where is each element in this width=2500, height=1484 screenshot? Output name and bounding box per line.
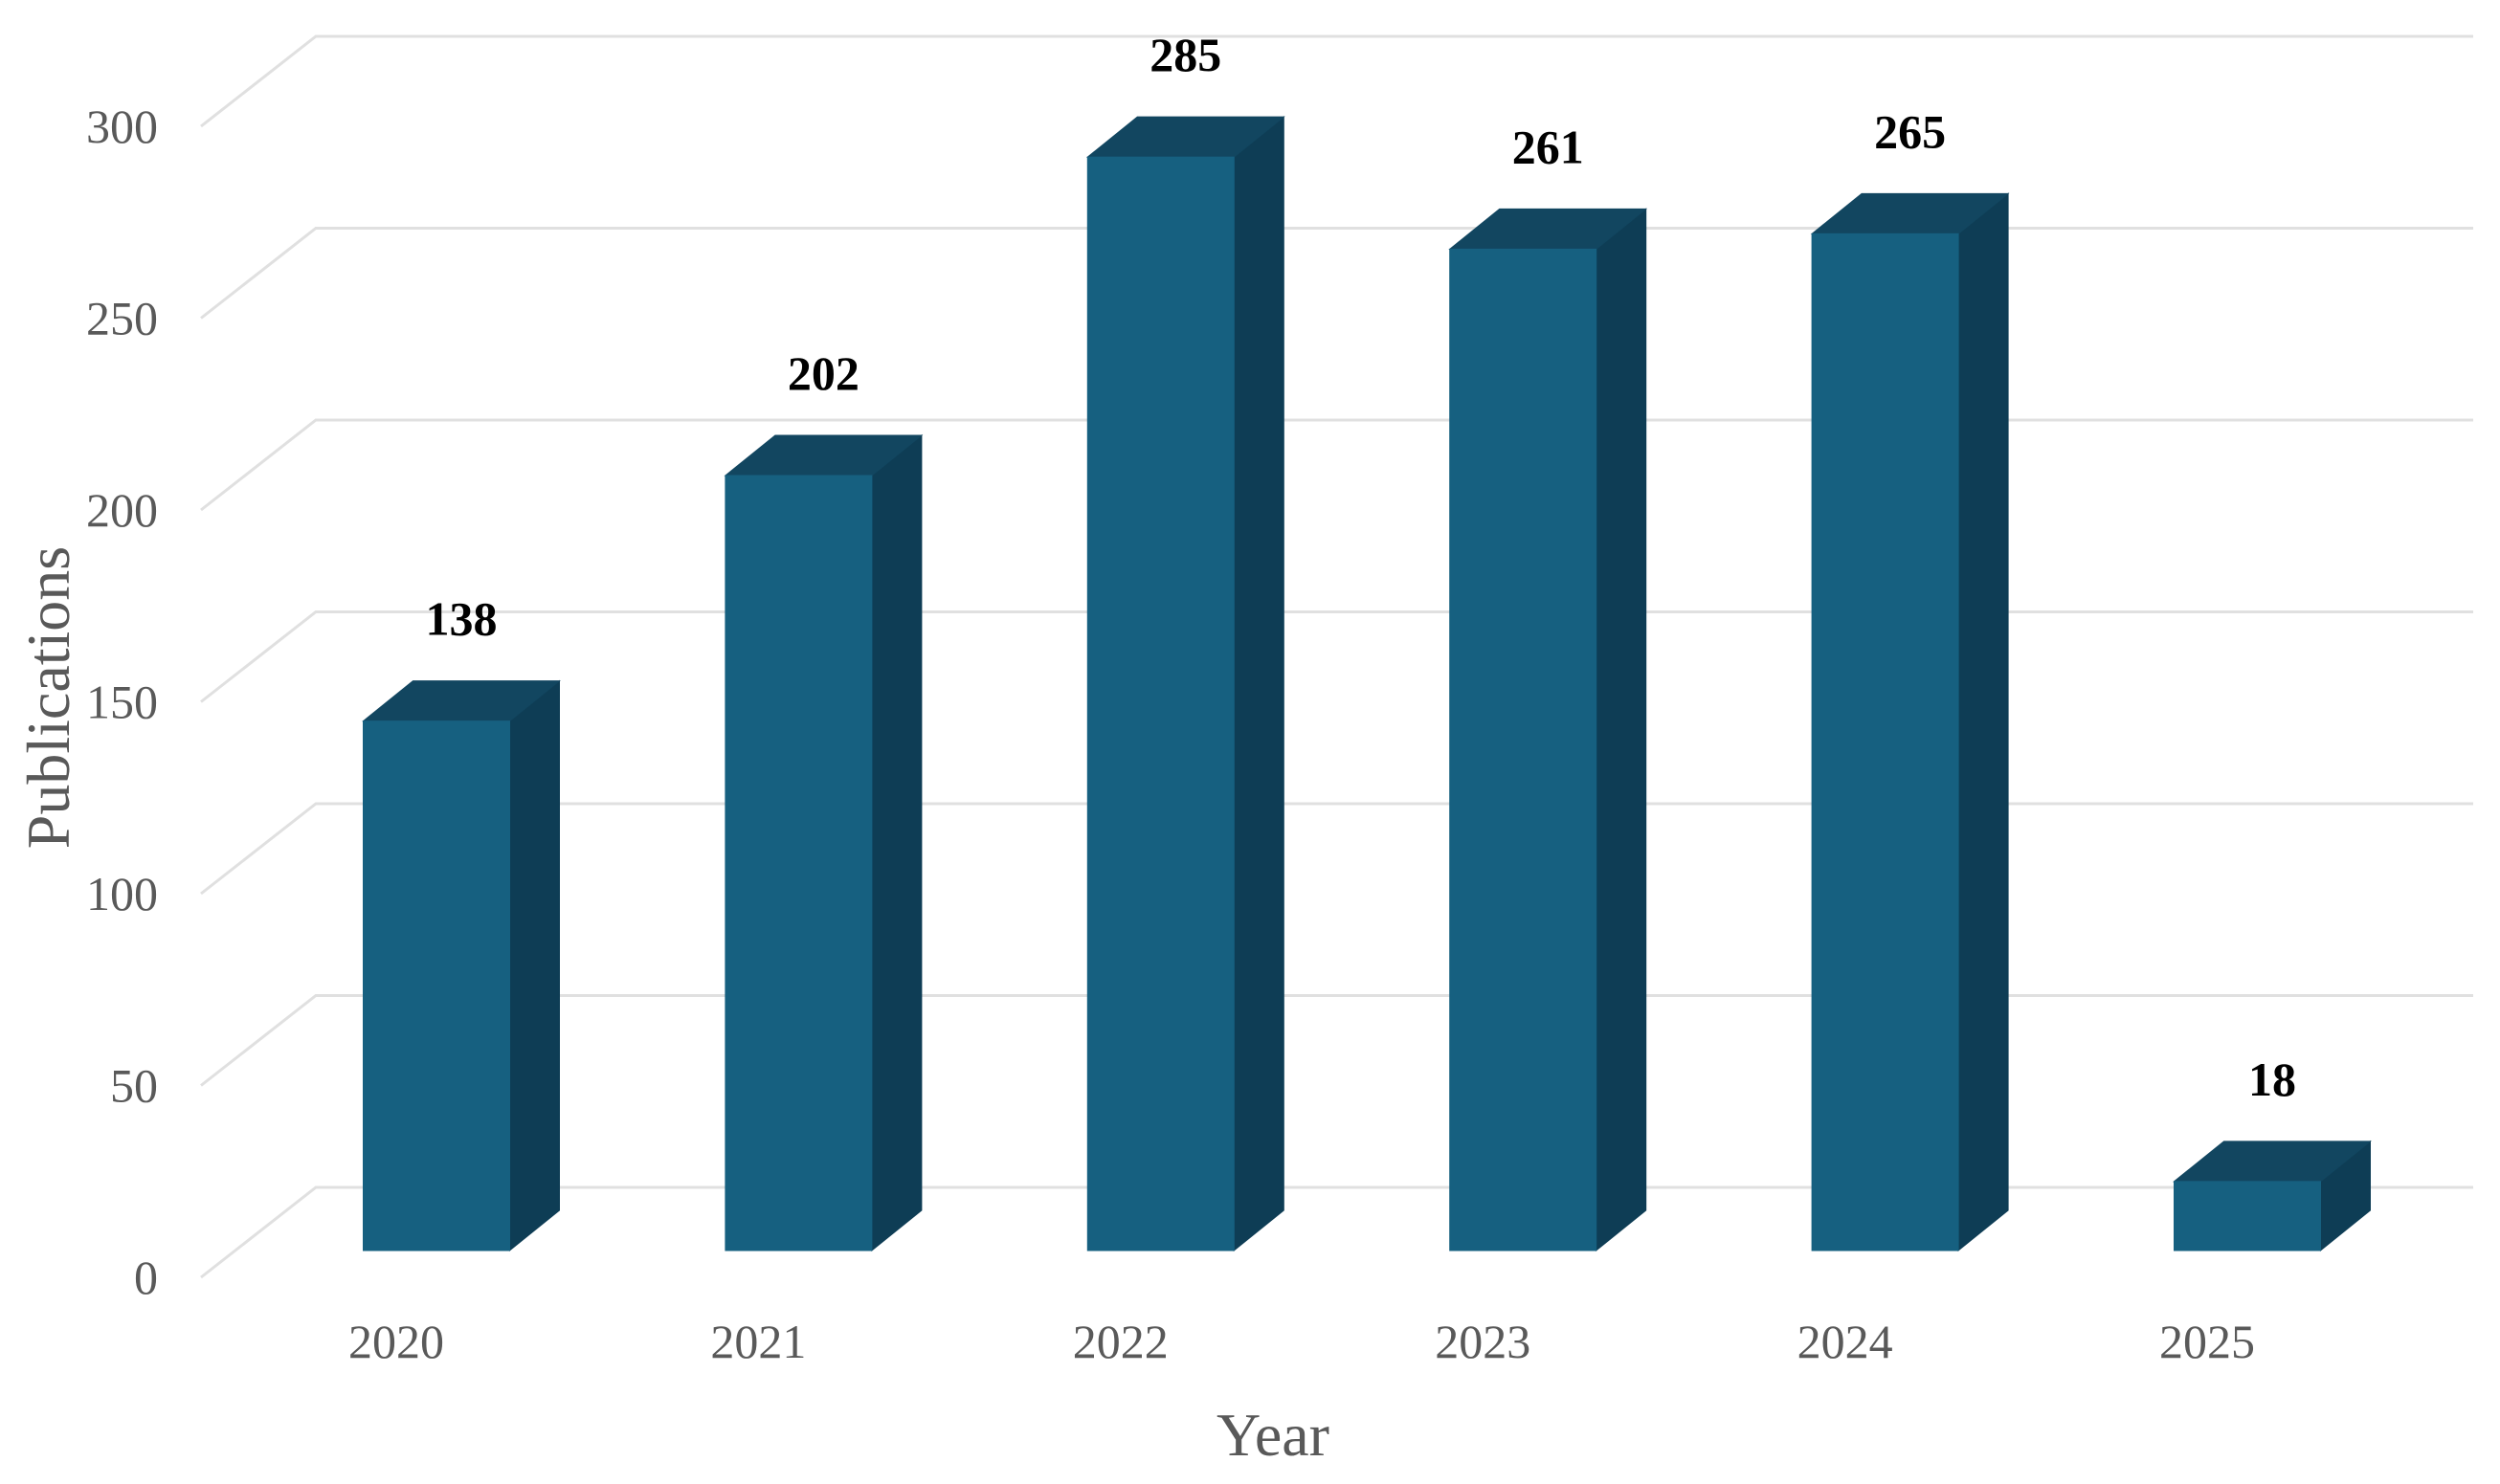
y-axis-tick-labels: 0 50 100 150 200 250 300 bbox=[86, 100, 158, 1304]
bars bbox=[362, 116, 2372, 1252]
bar-front-face bbox=[363, 720, 510, 1251]
y-tick-200: 200 bbox=[86, 483, 158, 537]
bar-side-face bbox=[1233, 116, 1284, 1252]
gridline-300 bbox=[200, 34, 2473, 128]
gridline-100 bbox=[200, 802, 2473, 896]
value-label-2024: 265 bbox=[1874, 104, 1946, 158]
bar-side-face bbox=[1596, 208, 1647, 1252]
y-tick-100: 100 bbox=[86, 867, 158, 920]
gridlines bbox=[200, 34, 2473, 1279]
y-axis-title: Publications bbox=[14, 546, 82, 849]
bar-front-face bbox=[1811, 233, 1959, 1251]
gridline-0 bbox=[200, 1185, 2473, 1279]
value-label-2020: 138 bbox=[426, 592, 498, 646]
year-label-2024: 2024 bbox=[1797, 1315, 1893, 1368]
bar-front-face bbox=[1086, 156, 1235, 1251]
bar-2022 bbox=[1085, 116, 1285, 1252]
year-label-2021: 2021 bbox=[710, 1315, 806, 1368]
value-label-2021: 202 bbox=[788, 346, 859, 400]
bar-front-face bbox=[725, 475, 873, 1251]
gridline-200 bbox=[200, 418, 2473, 512]
y-tick-150: 150 bbox=[86, 676, 158, 729]
year-label-2023: 2023 bbox=[1435, 1315, 1530, 1368]
x-axis-title: Year bbox=[1217, 1401, 1329, 1469]
y-tick-50: 50 bbox=[110, 1059, 158, 1113]
gridline-250 bbox=[200, 227, 2473, 320]
year-label-2022: 2022 bbox=[1073, 1315, 1169, 1368]
bar-side-face bbox=[1957, 192, 2009, 1252]
value-label-2022: 285 bbox=[1150, 28, 1221, 81]
value-label-2023: 261 bbox=[1512, 120, 1584, 173]
bar-side-face bbox=[871, 433, 923, 1252]
bar-2021 bbox=[724, 433, 924, 1252]
bar-2024 bbox=[1810, 192, 2010, 1252]
bar-2025 bbox=[2173, 1140, 2372, 1252]
bar-2023 bbox=[1448, 208, 1648, 1252]
year-label-2020: 2020 bbox=[348, 1315, 444, 1368]
year-label-2025: 2025 bbox=[2159, 1315, 2255, 1368]
y-tick-0: 0 bbox=[134, 1251, 158, 1304]
bar-front-face bbox=[2174, 1181, 2321, 1251]
bar-front-face bbox=[1449, 248, 1597, 1251]
y-tick-250: 250 bbox=[86, 292, 158, 345]
bar-side-face bbox=[509, 679, 560, 1252]
bar-value-labels: 138 202 285 261 265 18 bbox=[426, 28, 2297, 1106]
x-axis-category-labels: 2020 2021 2022 2023 2024 2025 bbox=[348, 1315, 2255, 1368]
gridline-50 bbox=[200, 994, 2473, 1087]
value-label-2025: 18 bbox=[2248, 1052, 2296, 1106]
bar-2020 bbox=[362, 679, 561, 1252]
y-tick-300: 300 bbox=[86, 100, 158, 153]
gridline-150 bbox=[200, 610, 2473, 703]
